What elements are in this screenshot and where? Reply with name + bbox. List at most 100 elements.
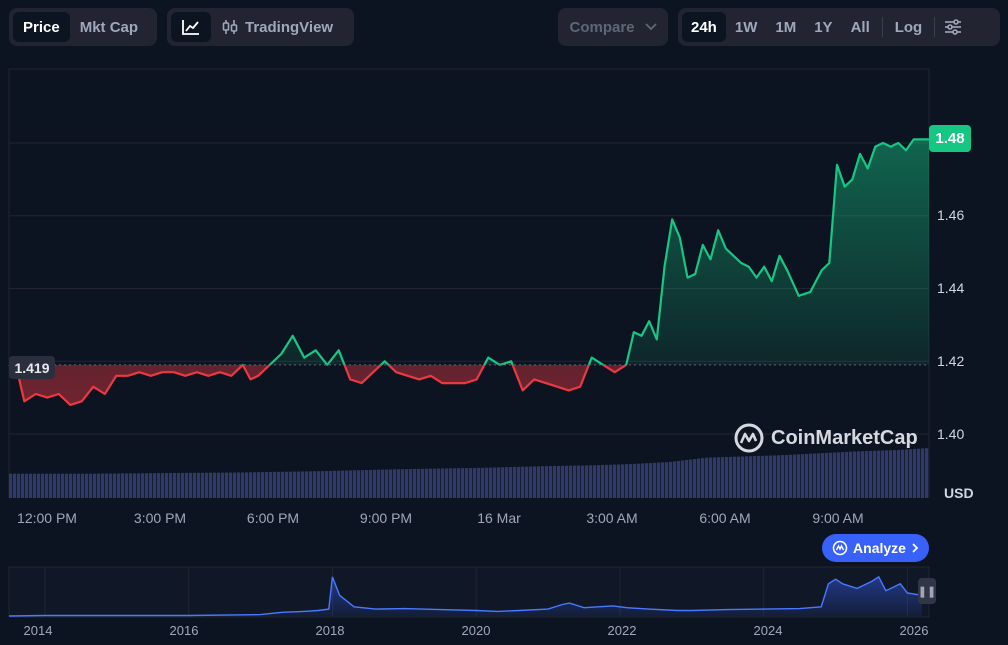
volume-bar — [689, 459, 693, 498]
volume-bar — [117, 473, 121, 498]
volume-bar — [269, 471, 273, 498]
volume-bar — [157, 473, 161, 498]
volume-bar — [309, 471, 313, 498]
volume-bar — [637, 463, 641, 498]
volume-bar — [41, 473, 45, 498]
volume-bar — [49, 473, 53, 498]
volume-bar — [113, 473, 117, 498]
volume-bar — [537, 466, 541, 498]
volume-bar — [917, 448, 921, 498]
navigator-area — [9, 576, 922, 616]
volume-bar — [601, 464, 605, 498]
volume-bar — [741, 456, 745, 498]
analyze-button[interactable]: Analyze — [822, 534, 929, 562]
compare-dropdown[interactable]: Compare — [558, 8, 668, 46]
volume-bar — [405, 469, 409, 498]
volume-bar — [297, 471, 301, 498]
volume-bar — [461, 468, 465, 498]
volume-bar — [713, 457, 717, 498]
volume-bar — [733, 456, 737, 498]
settings-button[interactable] — [938, 12, 968, 42]
volume-bar — [573, 465, 577, 498]
volume-bar — [501, 467, 505, 498]
volume-bar — [913, 448, 917, 498]
volume-bar — [817, 453, 821, 498]
volume-bar — [661, 462, 665, 498]
volume-bar — [561, 465, 565, 498]
volume-bar — [629, 464, 633, 498]
volume-bar — [569, 465, 573, 498]
volume-bar — [705, 457, 709, 498]
volume-bar — [585, 465, 589, 498]
volume-bar — [737, 456, 741, 498]
volume-bar — [229, 472, 233, 498]
volume-bar — [613, 464, 617, 498]
range-1y[interactable]: 1Y — [814, 18, 833, 36]
volume-bar — [129, 473, 133, 498]
x-tick-label: 6:00 AM — [699, 510, 751, 526]
log-scale-button[interactable]: Log — [894, 18, 923, 36]
volume-bar — [361, 470, 365, 498]
divider — [881, 17, 883, 37]
volume-bar — [769, 455, 773, 498]
volume-bar — [593, 465, 597, 498]
volume-bar — [673, 461, 677, 498]
volume-bar — [409, 469, 413, 498]
volume-bar — [237, 472, 241, 498]
volume-bar — [285, 471, 289, 498]
volume-bar — [65, 473, 69, 498]
line-chart-icon — [182, 20, 199, 35]
ai-analyze-icon — [832, 540, 848, 556]
volume-bar — [209, 472, 213, 498]
volume-bar — [617, 464, 621, 498]
volume-bar — [525, 466, 529, 498]
volume-bar — [873, 450, 877, 498]
x-tick-label: 12:00 PM — [17, 510, 77, 526]
volume-bar — [785, 454, 789, 498]
volume-bar — [697, 458, 701, 498]
volume-bar — [17, 473, 21, 498]
volume-bar — [833, 452, 837, 498]
volume-bar — [181, 472, 185, 498]
volume-bar — [85, 473, 89, 498]
line-chart-button[interactable] — [171, 12, 211, 42]
price-chart[interactable] — [0, 0, 1008, 500]
range-all[interactable]: All — [850, 18, 870, 36]
tab-price[interactable]: Price — [13, 12, 70, 42]
volume-bar — [145, 473, 149, 498]
volume-bar — [869, 450, 873, 498]
volume-bar — [125, 473, 129, 498]
volume-bar — [793, 454, 797, 498]
volume-bar — [645, 463, 649, 498]
tradingview-button[interactable]: TradingView — [211, 12, 343, 42]
volume-bar — [217, 472, 221, 498]
volume-bar — [249, 472, 253, 498]
volume-bar — [289, 471, 293, 498]
volume-bar — [141, 473, 145, 498]
volume-bar — [325, 471, 329, 498]
range-1m[interactable]: 1M — [775, 18, 797, 36]
volume-bar — [845, 451, 849, 498]
tradingview-label: TradingView — [245, 18, 334, 36]
volume-bar — [225, 472, 229, 498]
chevron-down-icon — [644, 23, 657, 31]
volume-bar — [545, 466, 549, 498]
volume-bar — [221, 472, 225, 498]
volume-bar — [301, 471, 305, 498]
volume-bar — [513, 466, 517, 498]
volume-bar — [429, 468, 433, 498]
volume-bar — [657, 462, 661, 498]
volume-bar — [281, 471, 285, 498]
range-1w[interactable]: 1W — [734, 18, 758, 36]
tab-market-cap[interactable]: Mkt Cap — [79, 18, 139, 36]
volume-bar — [137, 473, 141, 498]
volume-bar — [821, 453, 825, 498]
range-24h[interactable]: 24h — [682, 12, 726, 42]
volume-bar — [521, 466, 525, 498]
volume-bar — [885, 450, 889, 498]
volume-bar — [153, 473, 157, 498]
volume-bar — [621, 464, 625, 498]
volume-bar — [653, 462, 657, 498]
navigator-handle[interactable]: ❚❚ — [918, 578, 936, 604]
volume-bar — [681, 460, 685, 498]
